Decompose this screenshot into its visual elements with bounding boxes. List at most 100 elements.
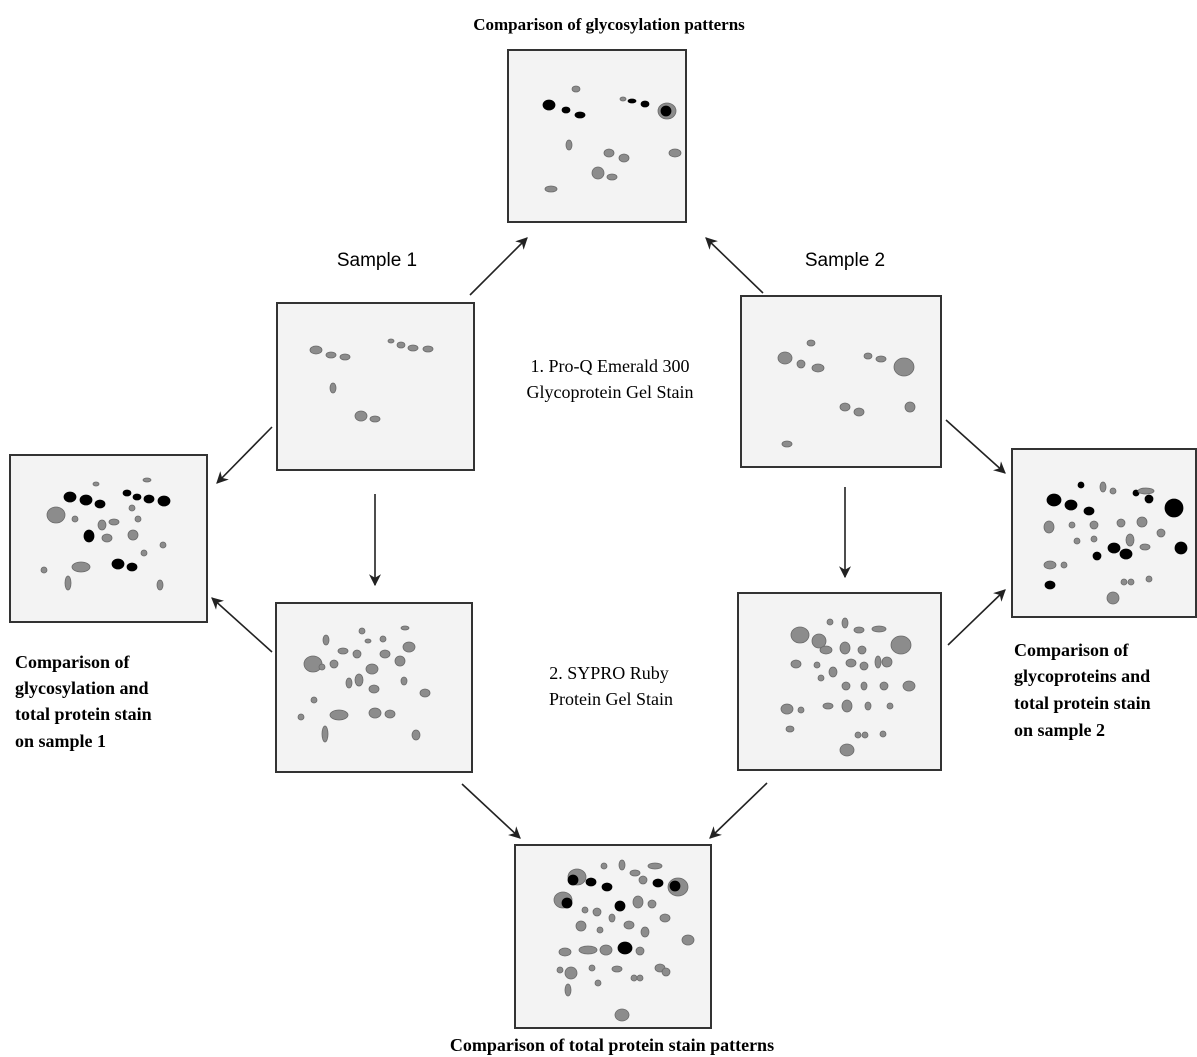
spot bbox=[1128, 579, 1134, 585]
spot bbox=[95, 500, 105, 508]
caption: on sample 1 bbox=[15, 731, 106, 751]
caption: glycosylation and bbox=[15, 678, 149, 698]
spot bbox=[359, 628, 365, 634]
spot bbox=[818, 675, 824, 681]
spot bbox=[326, 352, 336, 358]
spot bbox=[842, 700, 852, 712]
arrow bbox=[470, 238, 527, 295]
spot bbox=[903, 681, 915, 691]
spot bbox=[882, 657, 892, 667]
spot bbox=[1137, 517, 1147, 527]
spot bbox=[612, 966, 622, 972]
spot bbox=[1084, 507, 1094, 515]
spot bbox=[894, 358, 914, 376]
spot bbox=[128, 530, 138, 540]
spot bbox=[615, 1009, 629, 1021]
spot bbox=[840, 744, 854, 756]
spot bbox=[619, 154, 629, 162]
caption: Comparison of total protein stain patter… bbox=[450, 1035, 774, 1055]
spot bbox=[557, 967, 563, 973]
spot bbox=[791, 660, 801, 668]
spot bbox=[1107, 592, 1119, 604]
stain-label: Protein Gel Stain bbox=[549, 689, 673, 709]
spot bbox=[423, 346, 433, 352]
spot bbox=[860, 662, 868, 670]
spot bbox=[829, 667, 837, 677]
gel-panel bbox=[1012, 449, 1196, 617]
gel-panel bbox=[741, 296, 941, 467]
spot bbox=[1045, 581, 1055, 589]
spot bbox=[661, 106, 671, 116]
spot bbox=[595, 980, 601, 986]
spot bbox=[865, 702, 871, 710]
spot bbox=[109, 519, 119, 525]
spot bbox=[64, 492, 76, 502]
spot bbox=[887, 703, 893, 709]
spot bbox=[98, 520, 106, 530]
stain-label: 2. SYPRO Ruby bbox=[549, 663, 669, 683]
spot bbox=[891, 636, 911, 654]
spot bbox=[366, 664, 378, 674]
spot bbox=[786, 726, 794, 732]
caption: total protein stain bbox=[1014, 693, 1151, 713]
spot bbox=[133, 494, 141, 500]
spot bbox=[123, 490, 131, 496]
spot bbox=[562, 898, 572, 908]
spot bbox=[876, 356, 886, 362]
spot bbox=[1091, 536, 1097, 542]
spot bbox=[797, 360, 805, 368]
spot bbox=[631, 975, 637, 981]
arrow bbox=[948, 590, 1005, 645]
arrow bbox=[462, 784, 520, 838]
spot bbox=[355, 674, 363, 686]
spot bbox=[1047, 494, 1061, 506]
spot bbox=[1078, 482, 1084, 488]
spot bbox=[380, 636, 386, 642]
arrow bbox=[217, 427, 272, 483]
spot bbox=[846, 659, 856, 667]
spot bbox=[633, 896, 643, 908]
spot bbox=[575, 112, 585, 118]
spot bbox=[872, 626, 886, 632]
arrow bbox=[946, 420, 1005, 473]
spot bbox=[637, 975, 643, 981]
spot bbox=[41, 567, 47, 573]
spot bbox=[1157, 529, 1165, 537]
spot bbox=[346, 678, 352, 688]
spot bbox=[143, 478, 151, 482]
spot bbox=[543, 100, 555, 110]
spot bbox=[319, 664, 325, 670]
spot bbox=[641, 927, 649, 937]
spot bbox=[823, 703, 833, 709]
spot bbox=[1145, 495, 1153, 503]
spot bbox=[636, 947, 644, 955]
spot bbox=[861, 682, 867, 690]
spot bbox=[653, 879, 663, 887]
spot bbox=[814, 662, 820, 668]
spot bbox=[1140, 544, 1150, 550]
spot bbox=[1165, 499, 1183, 517]
spot bbox=[1117, 519, 1125, 527]
spot bbox=[84, 530, 94, 542]
spot bbox=[395, 656, 405, 666]
spot bbox=[781, 704, 793, 714]
spot bbox=[880, 731, 886, 737]
spot bbox=[72, 562, 90, 572]
spot bbox=[807, 340, 815, 346]
spot bbox=[401, 677, 407, 685]
spot bbox=[798, 707, 804, 713]
spot bbox=[102, 534, 112, 542]
spot bbox=[365, 639, 371, 643]
spot bbox=[662, 968, 670, 976]
spot bbox=[615, 901, 625, 911]
spot bbox=[141, 550, 147, 556]
spot bbox=[112, 559, 124, 569]
spot bbox=[1090, 521, 1098, 529]
spot bbox=[1108, 543, 1120, 553]
spot bbox=[842, 618, 848, 628]
spot bbox=[340, 354, 350, 360]
gel-panel bbox=[277, 303, 474, 470]
spot bbox=[592, 167, 604, 179]
spot bbox=[568, 875, 578, 885]
sample-label: Sample 2 bbox=[805, 250, 885, 271]
